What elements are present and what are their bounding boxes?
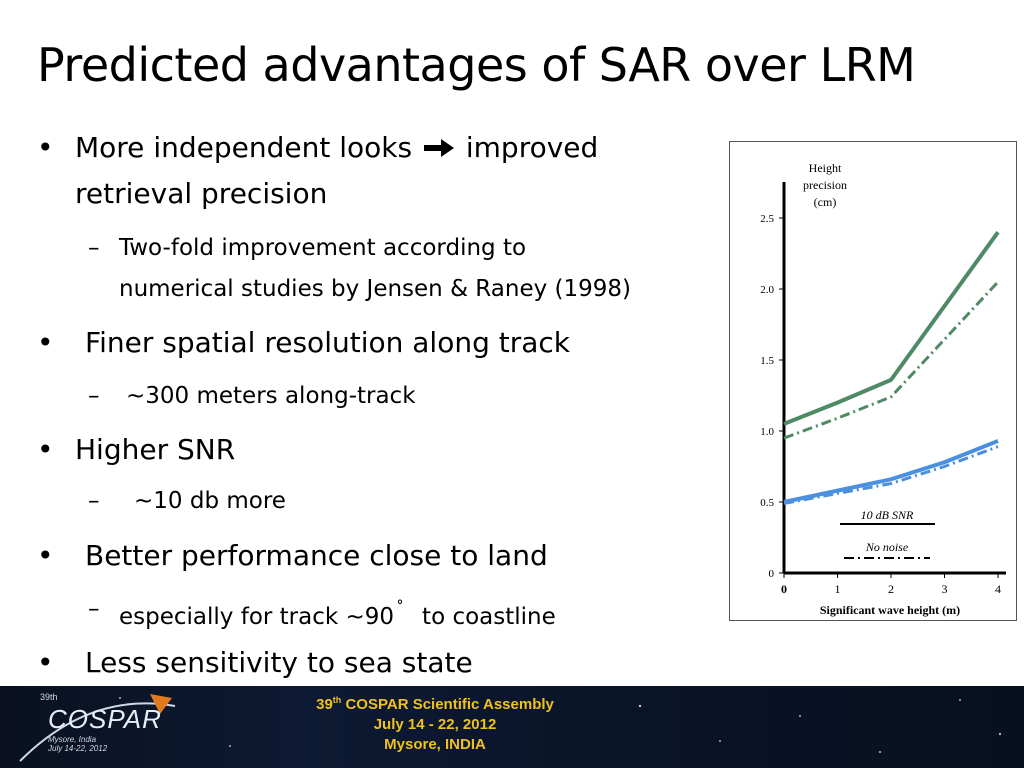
bullet-dot: • (37, 131, 54, 164)
y-tick-label: 2.5 (760, 213, 774, 225)
event-info: 39th COSPAR Scientific Assembly July 14 … (270, 690, 600, 755)
series-line (783, 445, 999, 505)
bullet-dot: • (37, 326, 54, 359)
series-line (783, 231, 1000, 426)
cospar-logo-dates: July 14-22, 2012 (48, 744, 108, 753)
x-tick-label: 2 (888, 582, 894, 596)
cospar-logo-location: Mysore, India (48, 735, 97, 744)
sub-bullet-two-fold: Two-fold improvement according to (119, 235, 527, 261)
y-tick-label: 1.0 (760, 426, 774, 438)
cospar-logo: COSPAR (48, 704, 162, 734)
sub-bullet-300-meters: ~300 meters along-track (126, 383, 416, 409)
bullet-dot: • (37, 646, 54, 679)
event-dates: July 14 - 22, 2012 (373, 716, 497, 733)
y-axis-label: Height (809, 161, 842, 175)
bullet-better-performance: Better performance close to land (85, 539, 548, 572)
bullet-dot: • (37, 433, 54, 466)
event-title: 39th COSPAR Scientific Assembly (270, 690, 600, 715)
sub-bullet-text: especially for track ~90 (119, 604, 395, 630)
bullet-dot: • (37, 539, 54, 572)
right-arrow-icon (423, 139, 454, 157)
cospar-logo-number: 39th (40, 692, 58, 702)
sub-bullet-two-fold-continued: numerical studies by Jensen & Raney (199… (119, 276, 632, 302)
sub-bullet-dash: – (88, 596, 100, 622)
sub-bullet-dash: – (88, 383, 100, 409)
bullet-higher-snr: Higher SNR (75, 433, 236, 466)
slide-title: Predicted advantages of SAR over LRM (37, 38, 916, 92)
event-title-number: 39 (316, 696, 333, 713)
cospar-logo-caption: Mysore, India July 14-22, 2012 (48, 735, 107, 753)
bullet-text: More independent looks (75, 131, 413, 164)
bullet-less-sensitivity: Less sensitivity to sea state (85, 646, 473, 679)
sub-bullet-text: to coastline (422, 604, 556, 630)
sub-bullet-track-90: especially for track ~90 ˚ to coastline (119, 588, 556, 638)
x-tick-label: 1 (835, 582, 841, 596)
conference-banner: 39th COSPAR Mysore, India July 14-22, 20… (0, 686, 1024, 768)
legend-label: 10 dB SNR (861, 508, 914, 522)
height-precision-chart: 0 0.5 1.0 1.5 2.0 2.5 0 1 2 3 4 Height precision (cm)… (729, 141, 1017, 621)
event-title-name: COSPAR Scientific Assembly (341, 696, 554, 713)
y-axis-label: precision (803, 178, 847, 192)
y-tick-label: 0.5 (760, 497, 774, 509)
x-tick-label: 0 (781, 582, 787, 596)
sub-bullet-dash: – (88, 235, 100, 261)
sub-bullet-10-db: ~10 db more (134, 488, 286, 514)
bullet-text-continued: retrieval precision (75, 177, 328, 210)
series-line (783, 280, 1000, 440)
x-tick-label: 3 (942, 582, 948, 596)
degree-symbol: ˚ (396, 599, 405, 618)
bullet-more-independent-looks: More independent looks improved (75, 125, 598, 171)
bullet-text: improved (465, 131, 599, 164)
series-line (783, 439, 999, 504)
legend-label: No noise (865, 540, 909, 554)
event-location: Mysore, INDIA (384, 736, 486, 753)
y-tick-label: 0 (769, 568, 775, 580)
bullet-finer-resolution: Finer spatial resolution along track (85, 326, 570, 359)
x-axis-label: Significant wave height (m) (820, 603, 960, 617)
starfield-background (19, 694, 1002, 762)
y-tick-label: 1.5 (760, 355, 774, 367)
y-axis-label: (cm) (814, 195, 837, 209)
sub-bullet-dash: – (88, 488, 100, 514)
x-tick-label: 4 (995, 582, 1001, 596)
chart-svg: 0 0.5 1.0 1.5 2.0 2.5 0 1 2 3 4 Height precision (cm)… (760, 161, 1006, 617)
y-tick-label: 2.0 (760, 284, 774, 296)
event-title-ordinal: th (332, 695, 342, 705)
